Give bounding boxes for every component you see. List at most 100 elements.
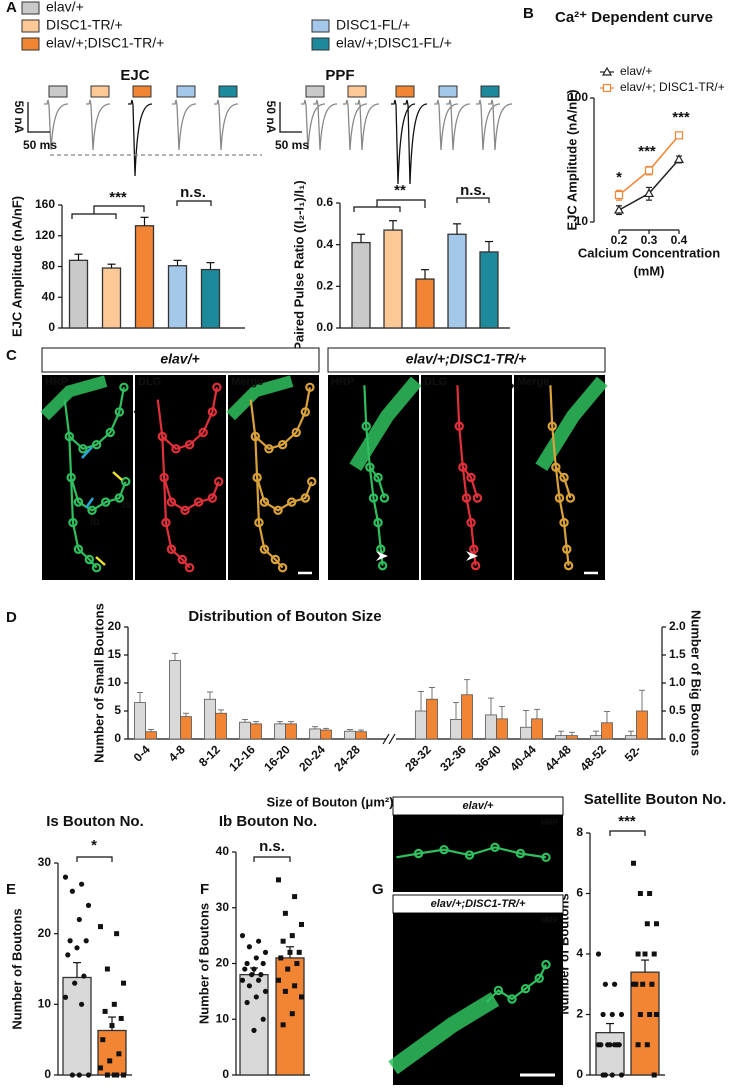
- data-point: [121, 980, 126, 986]
- y-tick-label: 0: [576, 1067, 583, 1081]
- bouton: [559, 472, 569, 483]
- panel-label: A: [6, 0, 17, 16]
- bouton: [507, 994, 517, 1004]
- panel-label: C: [6, 347, 17, 364]
- bar: [344, 730, 356, 740]
- bar: [566, 735, 578, 740]
- x-axis-label: (mM): [633, 263, 664, 278]
- y2-tick-label: 1.5: [669, 647, 686, 661]
- significance-bracket: [176, 200, 212, 206]
- data-point: [76, 916, 82, 923]
- data-point: [256, 938, 262, 944]
- bouton: [559, 517, 569, 528]
- marker: [673, 154, 685, 163]
- data-point: [609, 1011, 615, 1018]
- trace: [476, 99, 513, 151]
- branch: [363, 385, 384, 566]
- x-tick-label: 12-16: [226, 742, 258, 774]
- bar: [215, 712, 227, 740]
- y-tick-label: 30: [216, 900, 230, 914]
- channel-label: HRP: [541, 818, 559, 827]
- scale-bar: [27, 102, 50, 133]
- x-tick-label: 8-12: [196, 742, 223, 769]
- significance-label: ***: [618, 813, 636, 830]
- data-point: [602, 981, 609, 987]
- branch: [549, 385, 570, 566]
- bouton: [270, 554, 281, 565]
- data-point: [251, 966, 257, 972]
- arrow: [112, 471, 123, 481]
- data-point: [98, 1065, 103, 1071]
- bar: [68, 259, 89, 329]
- bouton: [490, 842, 500, 853]
- y2-axis-label: Number of Big Boutons: [689, 610, 704, 756]
- x-tick-label: 36-40: [472, 742, 504, 774]
- chart-title: PPF: [325, 67, 354, 84]
- axis-break: [388, 733, 396, 745]
- genotype-key: [176, 85, 196, 98]
- bouton: [305, 382, 315, 392]
- x-tick-label: 40-44: [507, 742, 539, 774]
- data-point: [244, 999, 250, 1006]
- y-tick-label: 0.0: [316, 320, 333, 334]
- bouton: [554, 493, 565, 503]
- bouton: [68, 517, 78, 528]
- significance-bracket: [353, 206, 401, 212]
- bouton: [177, 554, 188, 565]
- data-point: [642, 951, 648, 957]
- bouton: [184, 440, 195, 450]
- data-point: [595, 951, 602, 957]
- bouton: [541, 959, 551, 970]
- y-tick-label: 0.6: [316, 195, 333, 209]
- bouton: [84, 554, 95, 565]
- bouton: [461, 493, 472, 503]
- chart-title: Ca²⁺ Dependent curve: [555, 9, 713, 26]
- data-point: [280, 938, 286, 944]
- data-point: [79, 881, 85, 887]
- legend-swatch: [21, 1, 40, 15]
- bar: [496, 718, 508, 740]
- legend-swatch: [21, 19, 40, 33]
- significance-label: ***: [672, 109, 690, 126]
- data-point: [294, 961, 300, 966]
- y-tick-label: 15: [108, 647, 122, 661]
- data-point: [647, 1012, 653, 1017]
- bar: [461, 694, 473, 740]
- data-point: [299, 921, 304, 927]
- channel-label: DLG: [424, 376, 447, 388]
- genotype-key: [480, 85, 500, 98]
- data-point: [282, 910, 288, 916]
- significance-bracket: [456, 197, 490, 203]
- data-point: [104, 966, 110, 972]
- x-tick-label: 48-52: [577, 742, 609, 774]
- chart-title: Distribution of Bouton Size: [188, 608, 381, 625]
- data-point: [276, 977, 281, 983]
- data-point: [278, 955, 284, 961]
- data-point: [109, 1023, 115, 1029]
- significance-label: *: [616, 169, 622, 186]
- significance-label: *: [91, 837, 97, 854]
- bouton: [87, 505, 97, 515]
- marker: [674, 131, 684, 140]
- data-point: [79, 1001, 85, 1007]
- data-point: [276, 877, 281, 883]
- data-point: [239, 933, 246, 939]
- data-point: [635, 951, 641, 957]
- data-point: [76, 1072, 82, 1078]
- y-tick-label: 0.4: [316, 237, 333, 251]
- data-point: [262, 988, 269, 994]
- bouton: [464, 850, 475, 860]
- data-point: [600, 1011, 606, 1018]
- bar: [320, 729, 332, 740]
- scale-bar: [279, 102, 302, 133]
- y-tick-label: 20: [108, 619, 122, 633]
- y2-tick-label: 1.0: [669, 675, 686, 689]
- bouton: [114, 493, 125, 503]
- bouton: [379, 493, 390, 503]
- significance-label: n.s.: [180, 184, 206, 201]
- bouton: [534, 973, 544, 984]
- panel-label: F: [200, 881, 209, 898]
- x-tick-label: 24-28: [331, 742, 363, 774]
- bouton: [551, 462, 561, 472]
- x-tick-label: 16-20: [261, 742, 293, 774]
